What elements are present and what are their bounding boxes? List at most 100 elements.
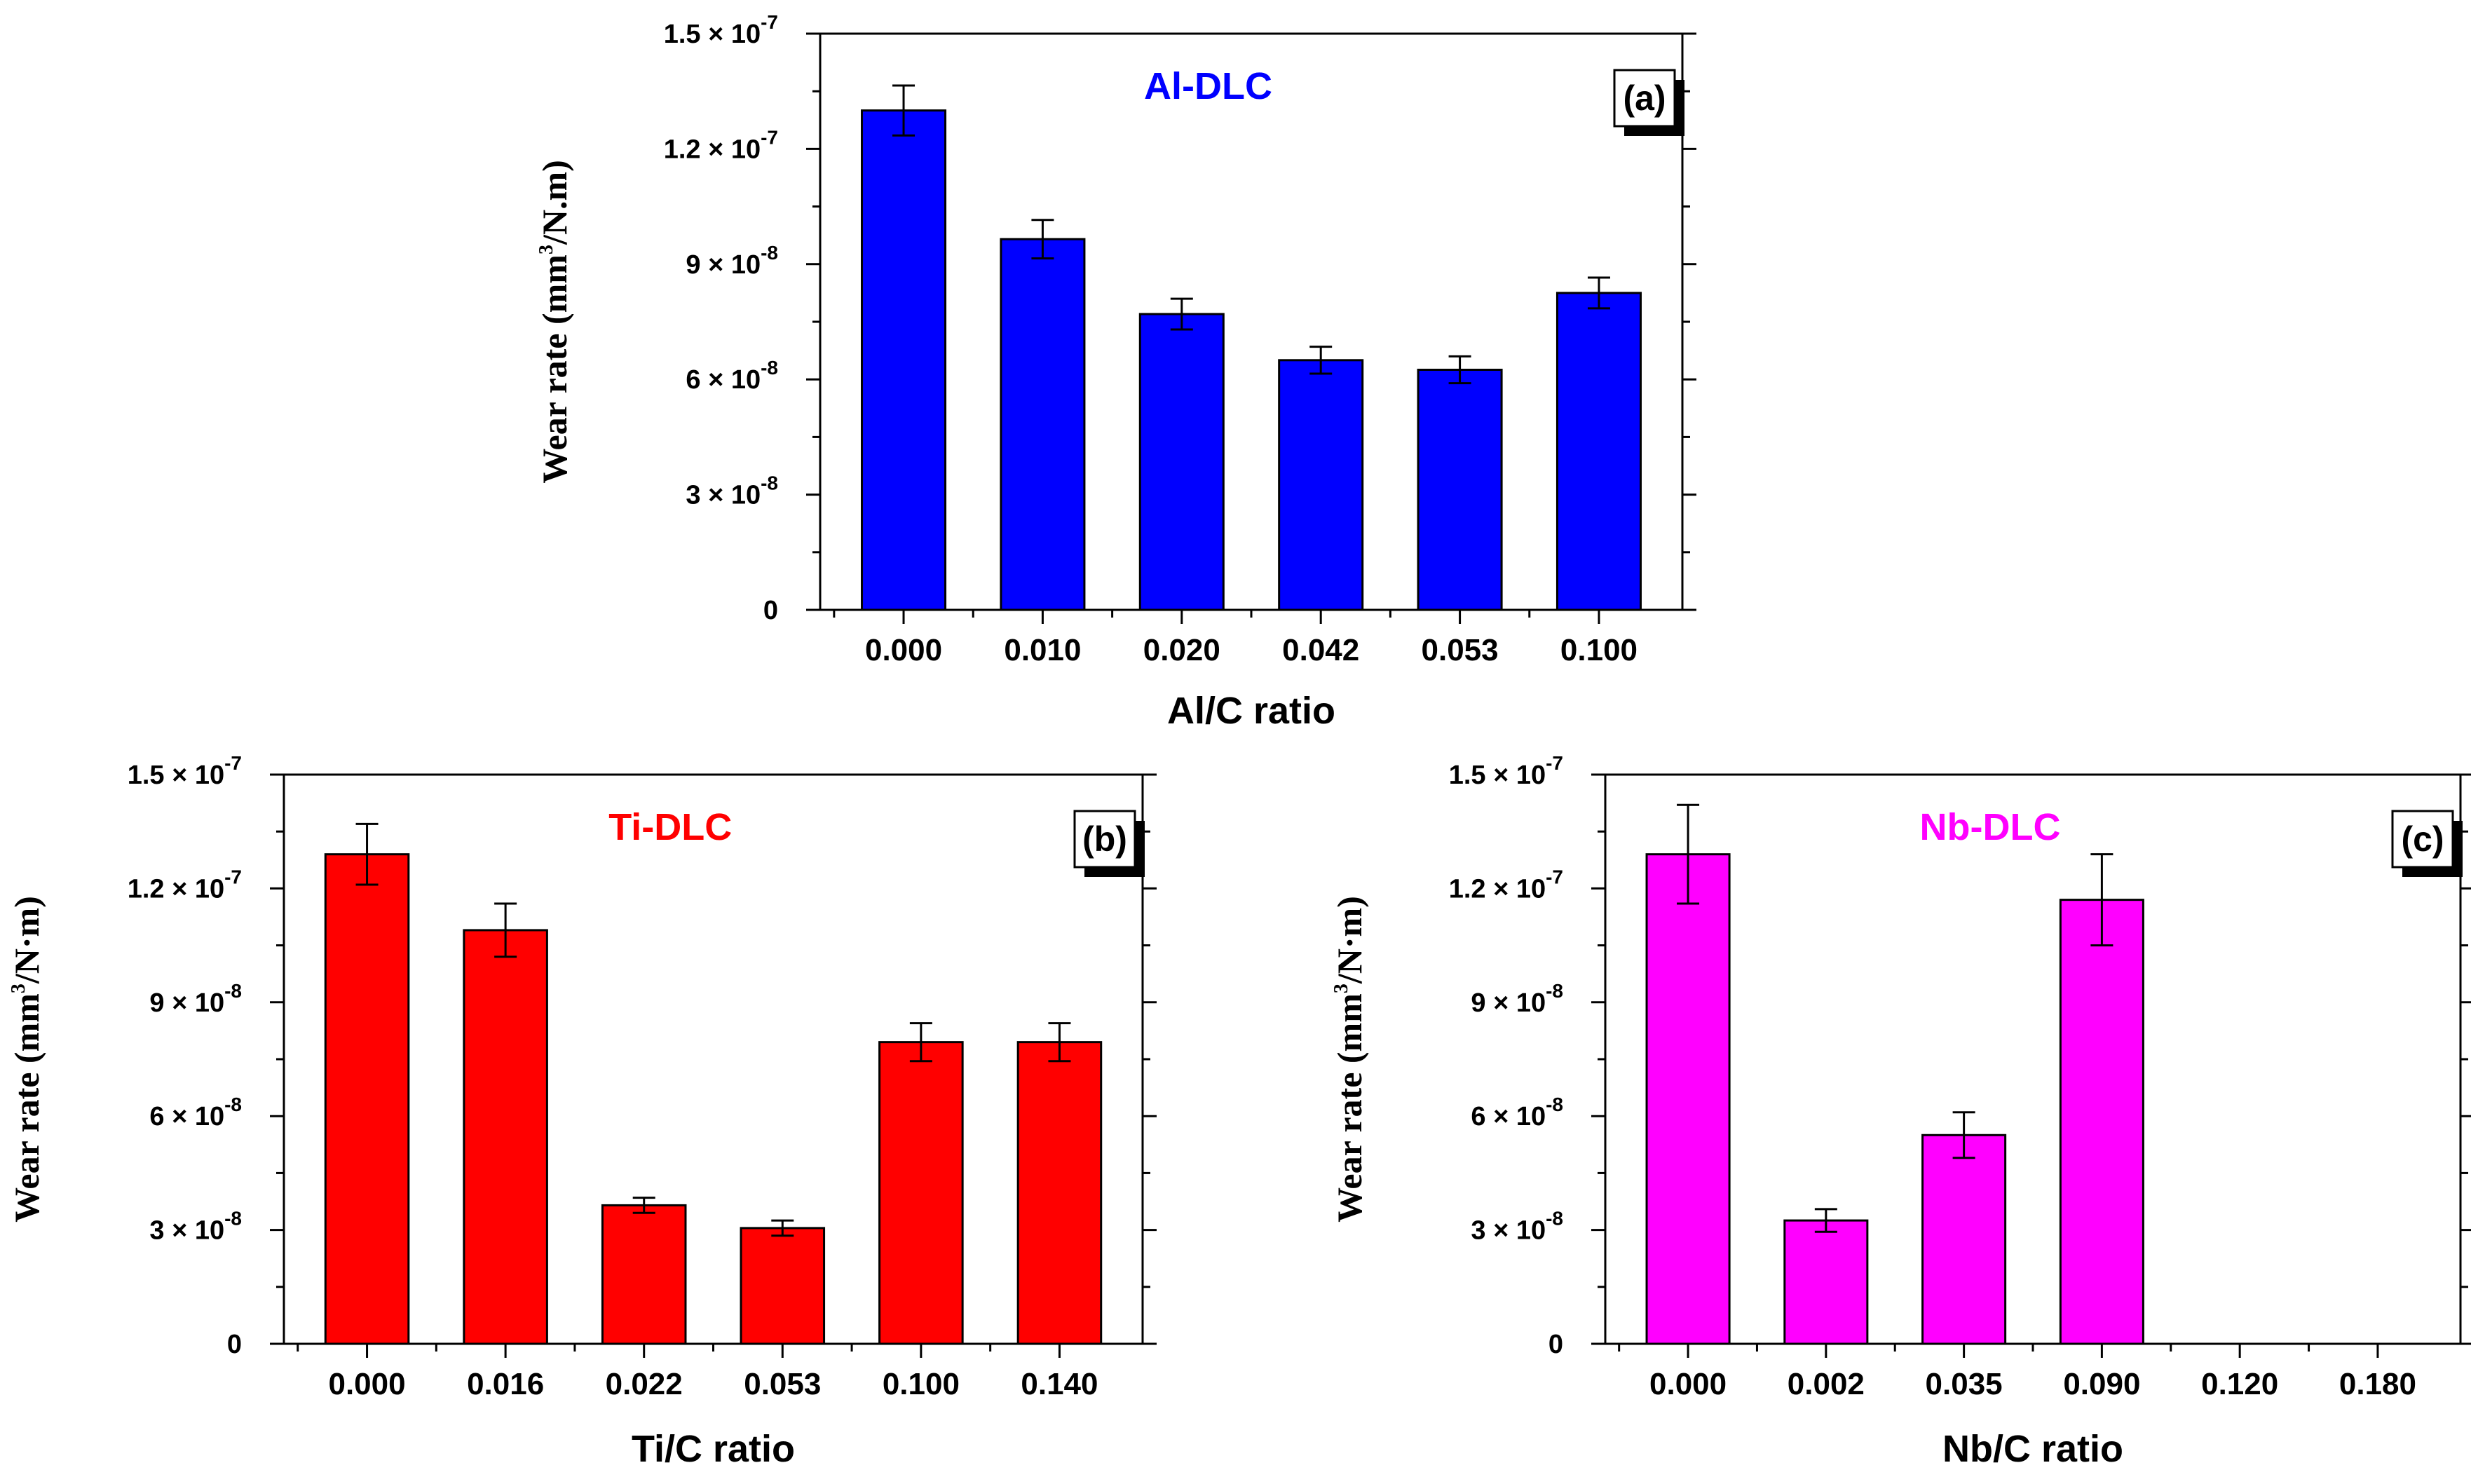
chart-title: Ti-DLC [608,806,732,848]
x-tick-label: 0.042 [1282,633,1359,667]
panel-b: 03 × 10-86 × 10-89 × 10-81.2 × 10-71.5 ×… [7,752,1157,1470]
text-part: 1.5 × 10 [128,761,224,790]
text-part: 3 [1330,983,1352,993]
text-part: /N·m) [1330,896,1369,984]
text-part: 0 [763,596,778,625]
text-part: Wear rate (mm [7,993,46,1223]
text-part: 1.5 × 10 [1449,761,1546,790]
text-part: -8 [224,980,242,1002]
y-tick-label: 1.5 × 10-7 [128,752,242,790]
text-part: 3 × 10 [686,481,761,510]
x-axis-label: Nb/C ratio [1942,1428,2123,1470]
text-part: -8 [761,242,778,264]
bar [1138,313,1225,611]
bar [878,1041,964,1345]
y-tick-label: 6 × 10-8 [149,1094,242,1131]
x-tick-label: 0.020 [1143,633,1220,667]
x-axis-label: Ti/C ratio [632,1428,795,1470]
y-tick-label: 3 × 10-8 [686,472,778,510]
text-part: -8 [224,1208,242,1230]
bar [861,109,947,611]
text-part: -8 [761,472,778,494]
text-part: 3 [8,983,29,993]
y-tick-label: 9 × 10-8 [686,242,778,280]
text-part: 1.2 × 10 [664,135,761,164]
x-tick-label: 0.053 [1422,633,1499,667]
text-part: Wear rate (mm [1330,993,1369,1223]
text-part: Wear rate (mm [535,254,574,484]
text-part: 1.5 × 10 [664,20,761,49]
x-tick-label: 0.053 [744,1367,821,1401]
text-part: 6 × 10 [1471,1102,1546,1131]
chart-title: Al-DLC [1144,65,1272,107]
bar [2059,899,2144,1345]
y-tick-label: 0 [227,1330,242,1359]
y-tick-label: 1.2 × 10-7 [664,126,778,164]
text-part: 3 [536,245,557,254]
x-tick-label: 0.000 [328,1367,405,1401]
text-part: -7 [224,752,242,774]
text-part: 1.2 × 10 [128,874,224,904]
x-tick-label: 0.035 [1926,1367,2003,1401]
y-tick-label: 6 × 10-8 [686,357,778,395]
text-part: 1.2 × 10 [1449,874,1546,904]
x-tick-label: 0.180 [2339,1367,2416,1401]
panel-label: (a) [1623,79,1666,118]
y-tick-label: 3 × 10-8 [149,1208,242,1246]
text-part: /N.m) [535,160,574,245]
y-tick-label: 6 × 10-8 [1471,1094,1563,1131]
text-part: -8 [224,1094,242,1115]
y-tick-label: 9 × 10-8 [149,980,242,1018]
y-tick-label: 1.2 × 10-7 [1449,866,1563,904]
y-tick-label: 0 [763,596,778,625]
text-part: -7 [761,11,778,33]
y-tick-label: 0 [1548,1330,1563,1359]
panel-label-box [1073,810,1136,869]
plot-frame [1604,773,2462,1345]
y-axis-label: Wear rate (mm3/N·m) [7,896,46,1223]
text-part: -8 [761,357,778,379]
bar [1783,1219,1869,1345]
plot-frame [819,32,1684,611]
x-tick-label: 0.100 [883,1367,960,1401]
y-tick-label: 1.2 × 10-7 [128,866,242,904]
x-tick-label: 0.120 [2201,1367,2278,1401]
panel-label-box [1613,69,1676,128]
chart-title: Nb-DLC [1920,806,2061,848]
text-part: -8 [1546,980,1563,1002]
y-axis-label: Wear rate (mm3/N·m) [1330,896,1369,1223]
text-part: 3 × 10 [149,1216,224,1246]
y-tick-label: 1.5 × 10-7 [664,11,778,49]
x-axis-label: Al/C ratio [1167,690,1335,732]
text-part: -8 [1546,1208,1563,1230]
panel-label: (c) [2401,819,2444,859]
panel-a: 03 × 10-86 × 10-89 × 10-81.2 × 10-71.5 ×… [535,11,1696,732]
text-part: -7 [1546,866,1563,887]
x-tick-label: 0.016 [467,1367,544,1401]
x-tick-label: 0.000 [865,633,942,667]
bar [1417,369,1503,611]
text-part: 9 × 10 [1471,988,1546,1018]
x-tick-label: 0.022 [606,1367,683,1401]
x-tick-label: 0.010 [1004,633,1081,667]
bar [1278,359,1364,611]
x-tick-label: 0.100 [1560,633,1638,667]
text-part: 0 [227,1330,242,1359]
text-part: 0 [1548,1330,1563,1359]
panel-label-box [2391,810,2454,869]
text-part: -7 [761,126,778,148]
bar [463,929,548,1345]
bar [740,1227,826,1345]
text-part: -7 [224,866,242,887]
panel-c: 03 × 10-86 × 10-89 × 10-81.2 × 10-71.5 ×… [1330,752,2471,1470]
y-tick-label: 3 × 10-8 [1471,1208,1563,1246]
y-tick-label: 1.5 × 10-7 [1449,752,1563,790]
plot-frame [283,773,1144,1345]
text-part: 6 × 10 [149,1102,224,1131]
text-part: 9 × 10 [686,250,761,280]
y-tick-label: 9 × 10-8 [1471,980,1563,1018]
bar [1556,292,1642,611]
bar [1016,1041,1103,1345]
x-tick-label: 0.000 [1649,1367,1727,1401]
bar [1921,1134,2007,1345]
